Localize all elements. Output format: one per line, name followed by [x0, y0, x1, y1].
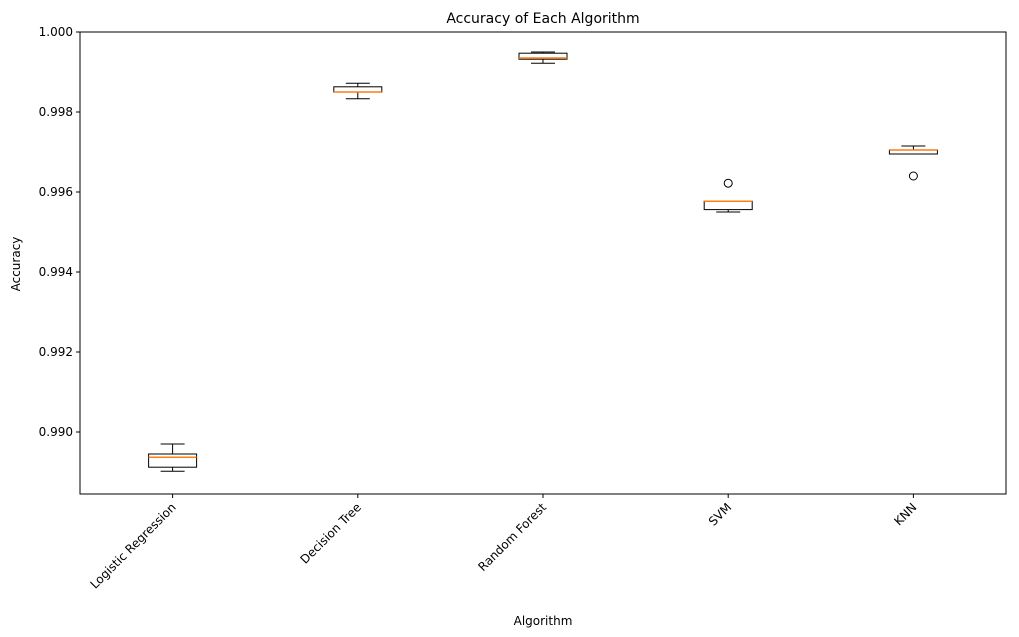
iqr-box [333, 86, 383, 93]
x-tick-label: KNN [891, 500, 919, 528]
outlier-point [723, 178, 733, 188]
y-tick-label: 1.000 [39, 25, 73, 39]
x-tick-label: Random Forest [475, 500, 549, 574]
x-axis-label: Algorithm [514, 614, 573, 628]
x-tick-label: Logistic Regression [87, 500, 178, 591]
y-tick-label: 0.998 [39, 105, 73, 119]
y-tick-label: 0.990 [39, 425, 73, 439]
x-tick-label: SVM [706, 500, 734, 528]
y-tick-label: 0.992 [39, 345, 73, 359]
plot-frame [79, 31, 1007, 495]
x-tick-label: Decision Tree [298, 500, 364, 566]
chart-title: Accuracy of Each Algorithm [446, 11, 639, 27]
outlier-point [908, 171, 918, 181]
iqr-box [148, 453, 198, 468]
y-axis-label: Accuracy [9, 237, 23, 292]
y-tick-label: 0.996 [39, 185, 73, 199]
y-tick-label: 0.994 [39, 265, 73, 279]
plot-area: 0.990 0.992 0.994 0.996 0.998 1.000 Logistic R… [39, 25, 1007, 592]
iqr-box [703, 200, 753, 211]
iqr-box [518, 52, 568, 60]
